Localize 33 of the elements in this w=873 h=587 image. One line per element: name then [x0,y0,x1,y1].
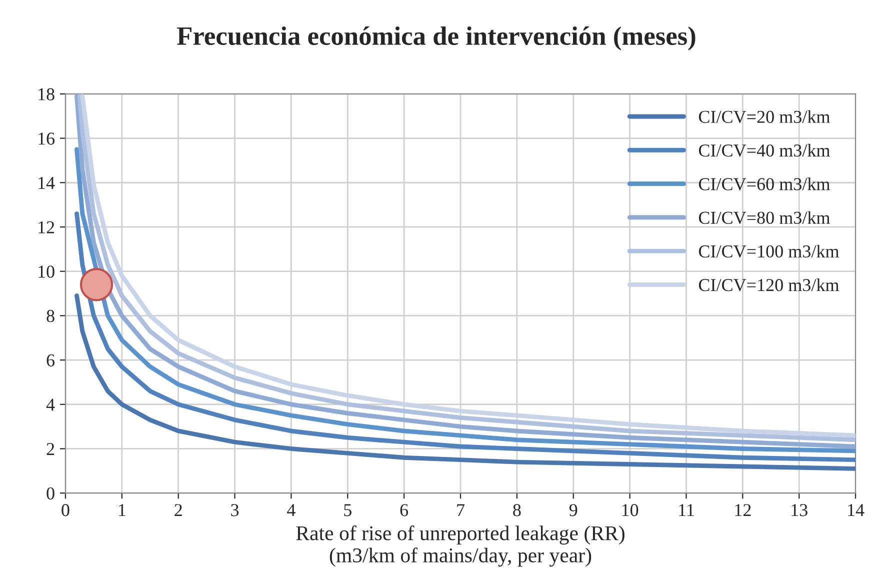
y-tick-label: 16 [38,132,55,145]
legend-label: CI/CV=100 m3/km [698,244,840,258]
y-tick-label: 0 [46,487,54,500]
legend-label: CI/CV=20 m3/km [698,110,830,124]
x-tick-label: 9 [569,504,578,516]
x-tick-label: 5 [344,504,352,516]
y-tick-label: 10 [38,266,54,278]
x-tick-label: 2 [174,504,182,516]
y-tick-label: 4 [46,398,55,411]
x-tick-label: 3 [231,504,239,516]
y-tick-label: 12 [38,221,54,234]
legend-label: CI/CV=40 m3/km [698,144,830,157]
y-tick-label: 8 [46,310,54,322]
y-tick-label: 14 [38,176,55,189]
x-axis-title: Rate of rise of unreported leakage (RR) (m3/km of mains/day, per year) [296,525,624,567]
x-tick-label: 0 [62,504,70,516]
x-tick-label: 7 [457,504,464,516]
chart-title: Frecuencia económica de intervención (meses) [177,26,696,50]
x-tick-label: 6 [400,504,408,516]
legend-label: CI/CV=60 m3/km [698,178,830,190]
legend-label: CI/CV=80 m3/km [698,211,830,224]
x-tick-label: 13 [792,504,808,516]
x-tick-label: 11 [679,504,694,516]
y-tick-label: 2 [46,443,54,455]
legend-label: CI/CV=120 m3/km [698,278,840,292]
y-tick-label: 6 [46,354,55,366]
x-tick-label: 12 [735,504,751,516]
x-tick-label: 10 [622,504,638,516]
x-tick-label: 14 [848,504,864,516]
x-tick-label: 1 [118,504,126,516]
y-tick-label: 18 [38,88,54,100]
x-tick-label: 4 [287,504,296,516]
x-tick-label: 8 [513,504,521,516]
